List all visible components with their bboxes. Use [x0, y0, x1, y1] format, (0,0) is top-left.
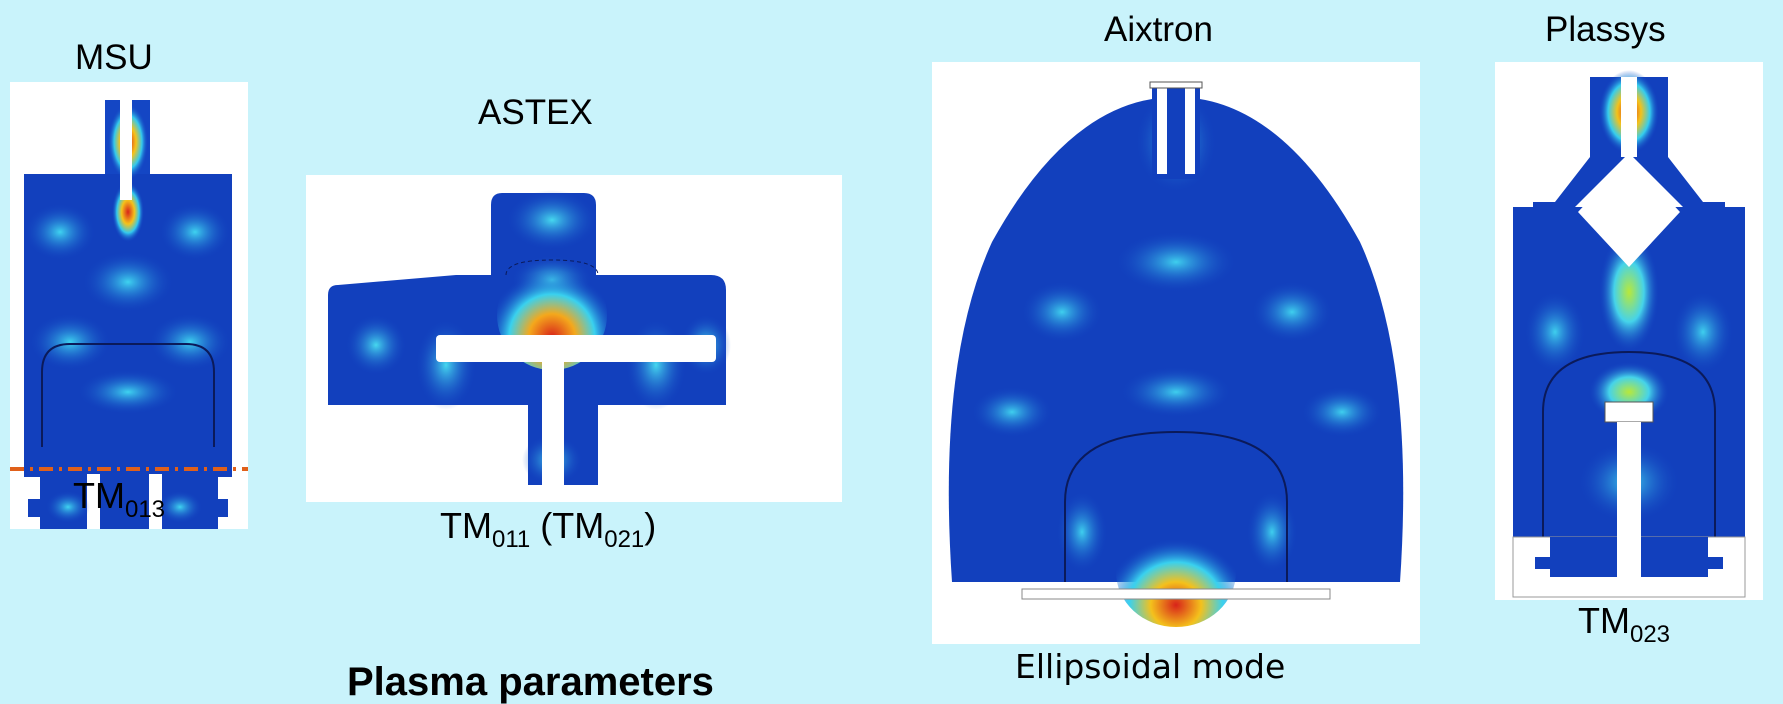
mode-subscript: 011: [491, 526, 531, 553]
mode-alt-base: TM: [552, 505, 605, 546]
msu-field-map: [10, 82, 248, 529]
aixtron-field-map-svg: [948, 81, 1404, 627]
mode-label-aixtron: Ellipsoidal mode: [1015, 647, 1286, 686]
msu-field-map-svg: [10, 100, 248, 529]
mode-subscript: 013: [124, 496, 166, 523]
mode-alt-subscript: 021: [604, 526, 645, 553]
mode-label-astex: TM011 (TM021): [440, 505, 657, 553]
plasma-parameters-heading: Plasma parameters: [347, 660, 714, 704]
plassys-field-map: [1495, 62, 1763, 600]
mode-label-plassys: TM023: [1578, 603, 1670, 647]
aixtron-field-map: [932, 62, 1420, 644]
reactor-title-astex: ASTEX: [478, 93, 593, 132]
reactor-title-aixtron: Aixtron: [1104, 10, 1213, 49]
astex-field-map-svg: [328, 190, 731, 489]
mode-base: TM: [440, 505, 492, 546]
mode-base: TM: [73, 475, 125, 516]
mode-base: TM: [1578, 600, 1630, 641]
mode-subscript: 023: [1629, 621, 1671, 648]
mode-label-msu: TM013: [73, 478, 165, 522]
reactor-title-plassys: Plassys: [1545, 10, 1666, 49]
astex-field-map: [306, 175, 842, 502]
reactor-title-msu: MSU: [75, 38, 153, 77]
plassys-field-map-svg: [1512, 70, 1746, 598]
